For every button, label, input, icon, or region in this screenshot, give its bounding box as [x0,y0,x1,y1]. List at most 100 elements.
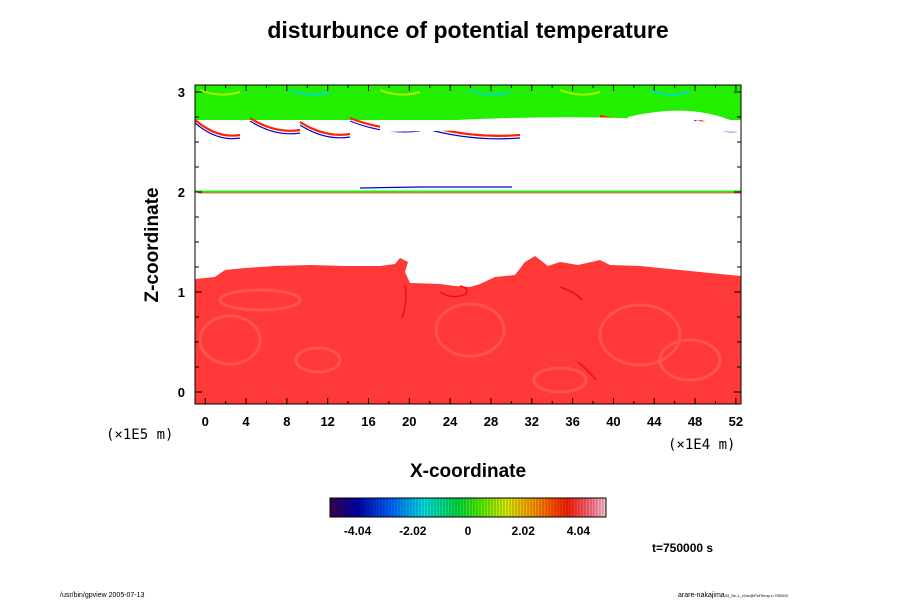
warm-filament [401,284,407,319]
colorbar-segment [408,498,412,517]
x-tick-label: 16 [361,414,375,429]
colorbar-segment [495,498,499,517]
colorbar-segment [426,498,430,517]
colorbar-segment [357,498,361,517]
colorbar-segment [345,498,349,517]
colorbar-segment [384,498,388,517]
colorbar-segment [459,498,463,517]
colorbar-segment [417,498,421,517]
warm-swirl [598,303,682,367]
plot-frame [194,84,742,405]
colorbar-segment [546,498,550,517]
colorbar-segment [525,498,529,517]
colorbar-segment [378,498,382,517]
x-tick-label: 20 [402,414,416,429]
x-tick-label: 48 [688,414,702,429]
colorbar-segment [396,498,400,517]
colorbar-tick-label: 4.04 [567,524,591,538]
colorbar-segment [543,498,547,517]
colorbar-segment [420,498,424,517]
x-tick-label: 44 [647,414,662,429]
footer-left: /usr/bin/gpview 2005-07-13 [60,592,145,599]
colorbar-segment [405,498,409,517]
colorbar-segment [501,498,505,517]
mid-band [195,190,741,193]
footer-right: arare-nakajima03_5e-1_v2nc@PotTemp,t=750… [678,592,789,599]
colorbar-segment [339,498,343,517]
colorbar-segment [537,498,541,517]
footer-right-small: 03_5e-1_v2nc@PotTemp,t=750000 [725,593,789,598]
colorbar-segment [576,498,580,517]
colorbar-segment [507,498,511,517]
wave-warm [195,119,241,137]
colorbar-segment [435,498,439,517]
colorbar-segment [594,498,598,517]
wave-cold [249,120,301,135]
y-tick-label: 0 [178,385,185,400]
colorbar-segment [513,498,517,517]
colorbar-segment [414,498,418,517]
colorbar-segment [342,498,346,517]
colorbar-segment [573,498,577,517]
colorbar-segment [375,498,379,517]
upper-streak [469,89,511,96]
x-tick-label: 12 [320,414,334,429]
upper-streak [559,89,601,96]
colorbar-segment [402,498,406,517]
x-axis-label: X-coordinate [410,461,526,482]
colorbar-segment [411,498,415,517]
warm-filament [559,286,583,301]
colorbar-segment [438,498,442,517]
colorbar-segment [399,498,403,517]
plot-area [195,85,741,404]
warm-filament [577,361,597,381]
colorbar-segment [540,498,544,517]
colorbar-segment [522,498,526,517]
x-tick-label: 40 [606,414,620,429]
colorbar-tick-label: -4.04 [344,524,372,538]
colorbar-segment [579,498,583,517]
colorbar-segment [477,498,481,517]
colorbar-segment [498,498,502,517]
warm-swirl [294,346,342,374]
colorbar-segment [486,498,490,517]
colorbar-segment [480,498,484,517]
colorbar-segment [504,498,508,517]
colorbar-segment [348,498,352,517]
colorbar-segment [558,498,562,517]
warm-layer [195,256,741,404]
wave-warm [249,117,301,132]
colorbar-segment [582,498,586,517]
y-tick-label: 2 [178,185,185,200]
colorbar-segment [465,498,469,517]
upper-gap [380,117,741,132]
upper-streak [199,89,241,96]
colorbar-segment [567,498,571,517]
mid-band-cold [359,186,512,189]
colorbar-segment [462,498,466,517]
colorbar-segment [366,498,370,517]
upper-streak [289,89,331,96]
colorbar-segment [354,498,358,517]
colorbar-segment [423,498,427,517]
colorbar-segment [603,498,607,517]
x-axis: 0 4 8 12 16 20 24 28 32 36 40 44 48 52 [202,85,743,429]
x-scale-label: (×1E4 m) [668,437,735,453]
x-tick-label: 8 [283,414,290,429]
colorbar-segment [432,498,436,517]
colorbar-segment [363,498,367,517]
colorbar-segment [510,498,514,517]
upper-gap [628,110,735,122]
colorbar-segment [489,498,493,517]
colorbar-segment [531,498,535,517]
colorbar-segment [447,498,451,517]
colorbar-segment [369,498,373,517]
colorbar-segment [456,498,460,517]
warm-swirl [434,302,506,358]
y-tick-label: 1 [178,285,185,300]
colorbar-segment [330,498,334,517]
wave-warm [299,121,351,136]
wave-cold [195,122,241,140]
x-tick-label: 0 [202,414,209,429]
footer-right-main: arare-nakajima [678,592,725,599]
